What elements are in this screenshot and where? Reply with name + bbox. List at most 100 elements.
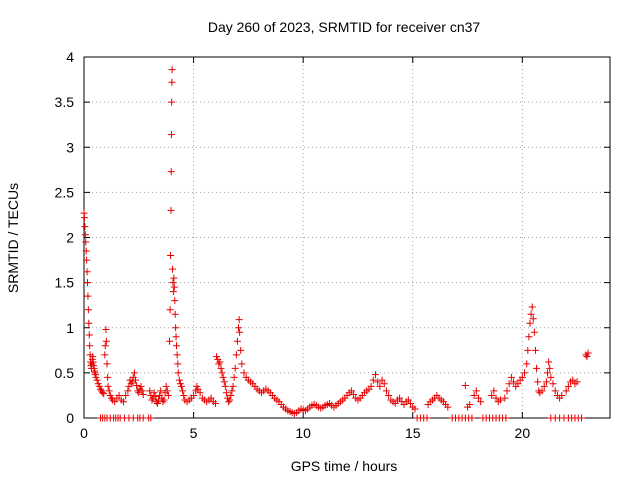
- data-point-marker: [159, 398, 167, 406]
- data-point-marker: [371, 371, 379, 379]
- data-point-marker: [380, 380, 388, 388]
- y-tick-label: 2.5: [55, 184, 75, 200]
- data-point-marker: [173, 351, 181, 359]
- data-point-marker: [111, 398, 119, 406]
- data-point-marker: [542, 378, 550, 386]
- data-point-marker: [93, 376, 101, 384]
- data-point-marker: [167, 206, 175, 214]
- data-point-marker: [396, 394, 404, 402]
- data-point-marker: [237, 346, 245, 354]
- data-point-marker: [83, 256, 91, 264]
- grid-lines: [84, 57, 610, 418]
- data-point-marker: [169, 288, 177, 296]
- data-point-marker: [180, 391, 188, 399]
- data-point-marker: [376, 382, 384, 390]
- data-point-marker: [369, 376, 377, 384]
- x-tick-label: 5: [190, 425, 198, 441]
- data-point-marker: [146, 387, 154, 395]
- data-point-marker: [488, 391, 496, 399]
- data-point-marker: [407, 400, 415, 408]
- data-point-marker: [139, 391, 147, 399]
- data-point-marker: [496, 396, 504, 404]
- data-point-marker: [147, 414, 155, 422]
- data-point-marker: [218, 369, 226, 377]
- data-point-marker: [168, 78, 176, 86]
- data-point-marker: [104, 373, 112, 381]
- y-tick-label: 1.5: [55, 275, 75, 291]
- data-point-marker: [194, 385, 202, 393]
- data-point-marker: [569, 376, 577, 384]
- data-point-marker: [235, 324, 243, 332]
- data-point-marker: [174, 369, 182, 377]
- data-point-marker: [99, 389, 107, 397]
- data-point-marker: [228, 387, 236, 395]
- data-point-marker: [584, 349, 592, 357]
- data-point-marker: [137, 382, 145, 390]
- y-tick-label: 3.5: [55, 94, 75, 110]
- data-point-marker: [83, 268, 91, 276]
- data-point-marker: [531, 346, 539, 354]
- data-point-marker: [505, 380, 513, 388]
- data-point-marker: [84, 279, 92, 287]
- data-point-marker: [521, 369, 529, 377]
- data-point-marker: [172, 333, 180, 341]
- data-point-marker: [468, 414, 476, 422]
- x-tick-label: 0: [80, 425, 88, 441]
- data-point-marker: [216, 358, 224, 366]
- data-point-marker: [231, 364, 239, 372]
- axis-ticks: 0 5 10 15 20 0 0.5 1 1.5 2 2.5 3 3.5 4: [55, 49, 610, 441]
- data-point-marker: [115, 391, 123, 399]
- data-point-marker: [475, 394, 482, 402]
- data-point-marker: [573, 378, 581, 386]
- x-axis-label: GPS time / hours: [291, 458, 398, 474]
- x-tick-label: 10: [295, 425, 311, 441]
- data-point-marker: [547, 373, 555, 381]
- data-point-marker: [169, 265, 177, 273]
- data-point-marker: [175, 376, 183, 384]
- data-point-marker: [178, 382, 186, 390]
- data-point-marker: [215, 360, 223, 368]
- data-point-marker: [157, 387, 165, 395]
- data-point-marker: [96, 385, 104, 393]
- data-point-marker: [174, 360, 182, 368]
- data-point-marker: [523, 360, 531, 368]
- data-point-marker: [222, 389, 230, 397]
- data-points: [80, 66, 592, 422]
- y-tick-label: 0: [66, 410, 74, 426]
- data-point-marker: [225, 398, 233, 406]
- data-point-marker: [367, 382, 375, 390]
- data-point-marker: [477, 398, 485, 406]
- data-point-marker: [235, 316, 243, 324]
- data-point-marker: [546, 364, 554, 372]
- data-point-marker: [374, 378, 382, 386]
- data-point-marker: [103, 360, 111, 368]
- data-point-marker: [219, 373, 227, 381]
- data-point-marker: [101, 351, 109, 359]
- data-point-marker: [217, 364, 225, 372]
- data-point-marker: [119, 398, 127, 406]
- data-point-marker: [518, 373, 526, 381]
- data-point-marker: [350, 391, 358, 399]
- data-point-marker: [148, 396, 156, 404]
- data-point-marker: [526, 319, 534, 327]
- data-point-marker: [558, 391, 566, 399]
- data-point-marker: [212, 400, 219, 408]
- data-point-marker: [530, 328, 538, 336]
- data-point-marker: [85, 319, 93, 327]
- data-point-marker: [82, 247, 90, 255]
- data-point-marker: [151, 392, 159, 400]
- data-point-marker: [82, 238, 90, 246]
- data-point-marker: [164, 391, 172, 399]
- data-point-marker: [172, 342, 180, 350]
- data-point-marker: [510, 378, 518, 386]
- data-point-marker: [502, 414, 510, 422]
- data-point-marker: [444, 403, 452, 411]
- data-point-marker: [544, 369, 552, 377]
- data-point-marker: [104, 382, 112, 390]
- data-point-marker: [226, 396, 234, 404]
- data-point-marker: [160, 396, 168, 404]
- y-tick-label: 4: [66, 49, 74, 65]
- data-point-marker: [472, 387, 480, 395]
- data-point-marker: [153, 400, 161, 408]
- data-point-marker: [171, 310, 179, 318]
